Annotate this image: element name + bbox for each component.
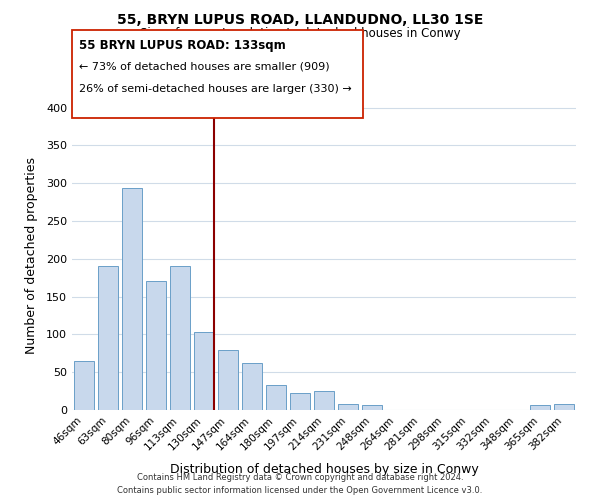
Bar: [122, 188, 142, 410]
Y-axis label: Number of detached properties: Number of detached properties: [25, 156, 38, 354]
Bar: [218, 350, 238, 410]
Bar: [362, 404, 382, 410]
Bar: [194, 332, 214, 410]
Bar: [242, 363, 262, 410]
Text: Contains public sector information licensed under the Open Government Licence v3: Contains public sector information licen…: [118, 486, 482, 495]
Bar: [554, 404, 574, 410]
Bar: [74, 361, 94, 410]
Text: ← 73% of detached houses are smaller (909): ← 73% of detached houses are smaller (90…: [79, 62, 330, 72]
Bar: [98, 266, 118, 410]
Bar: [314, 391, 334, 410]
Bar: [170, 266, 190, 410]
Bar: [290, 394, 310, 410]
Text: 26% of semi-detached houses are larger (330) →: 26% of semi-detached houses are larger (…: [79, 84, 352, 94]
X-axis label: Distribution of detached houses by size in Conwy: Distribution of detached houses by size …: [170, 463, 478, 476]
Text: Size of property relative to detached houses in Conwy: Size of property relative to detached ho…: [140, 28, 460, 40]
Bar: [266, 385, 286, 410]
Bar: [338, 404, 358, 410]
Bar: [146, 282, 166, 410]
Text: 55 BRYN LUPUS ROAD: 133sqm: 55 BRYN LUPUS ROAD: 133sqm: [79, 39, 286, 52]
Bar: [530, 404, 550, 410]
Text: Contains HM Land Registry data © Crown copyright and database right 2024.: Contains HM Land Registry data © Crown c…: [137, 472, 463, 482]
Text: 55, BRYN LUPUS ROAD, LLANDUDNO, LL30 1SE: 55, BRYN LUPUS ROAD, LLANDUDNO, LL30 1SE: [117, 12, 483, 26]
